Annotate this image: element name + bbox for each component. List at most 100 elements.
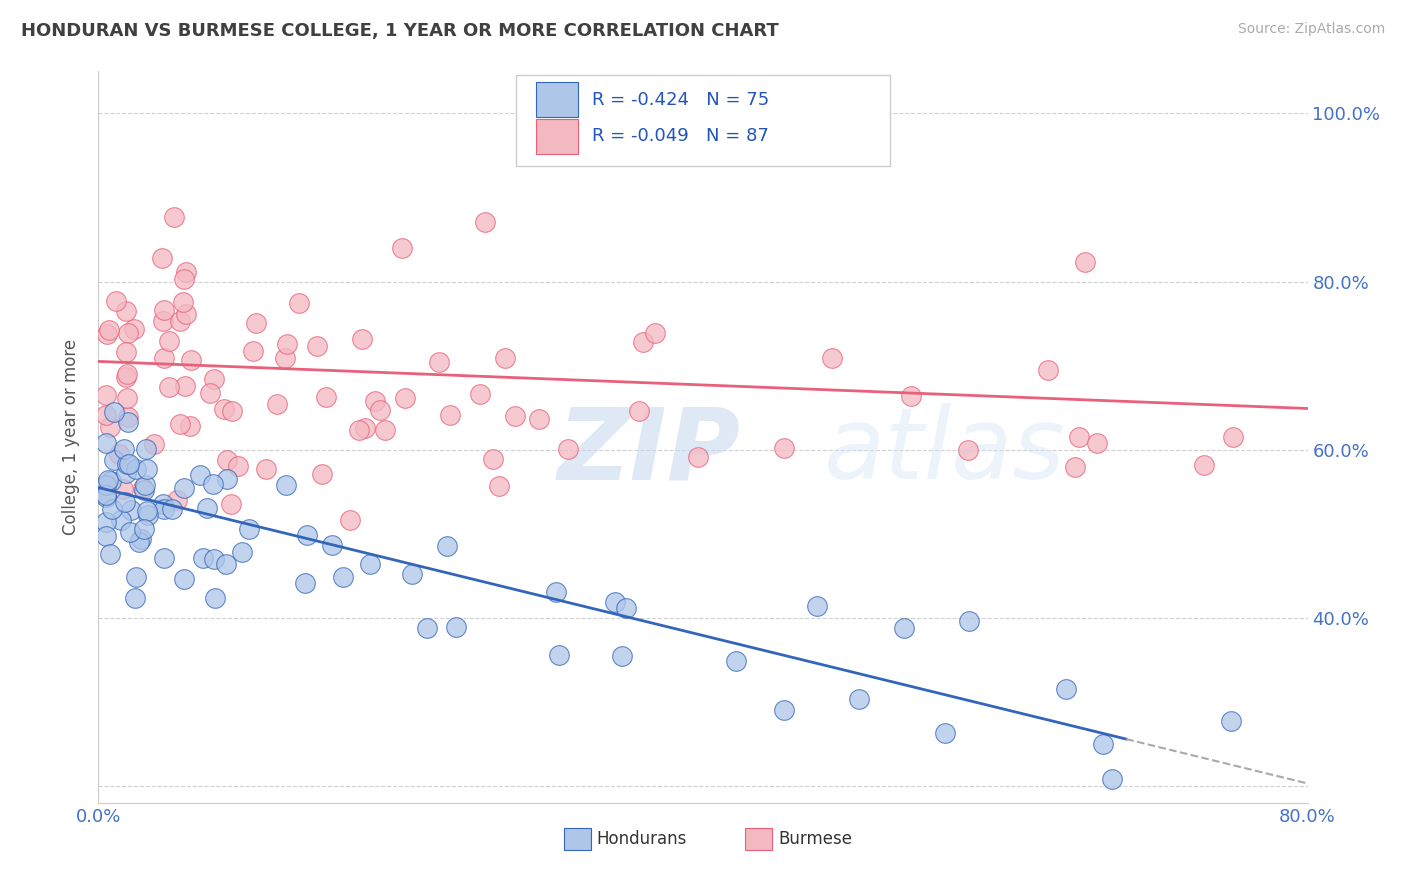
Point xyxy=(391,242,413,256)
Point xyxy=(488,479,510,493)
Point xyxy=(821,351,844,366)
Point xyxy=(173,481,195,495)
Point xyxy=(174,307,197,321)
Point xyxy=(169,417,191,432)
Point xyxy=(152,314,174,328)
Point xyxy=(773,703,796,717)
Point xyxy=(100,474,122,488)
Point xyxy=(359,557,381,571)
Point xyxy=(439,408,461,422)
Point xyxy=(276,337,298,351)
Point xyxy=(494,351,516,365)
Point xyxy=(848,692,870,706)
Bar xyxy=(745,829,772,850)
Point xyxy=(150,251,173,265)
Point xyxy=(546,585,568,599)
Point xyxy=(124,591,146,606)
Point xyxy=(173,271,195,285)
Point xyxy=(114,495,136,509)
Point xyxy=(153,303,176,318)
Point xyxy=(226,459,249,474)
Point xyxy=(202,552,225,566)
Point xyxy=(195,501,218,516)
Point xyxy=(364,394,387,409)
Point xyxy=(527,412,550,426)
Point xyxy=(135,442,157,456)
Point xyxy=(152,497,174,511)
Point xyxy=(94,529,117,543)
Bar xyxy=(564,829,591,850)
Point xyxy=(112,442,135,457)
FancyBboxPatch shape xyxy=(516,75,890,167)
Point xyxy=(111,482,134,496)
Point xyxy=(353,421,375,435)
Point xyxy=(1101,772,1123,787)
Text: R = -0.424   N = 75: R = -0.424 N = 75 xyxy=(592,91,769,109)
Point xyxy=(160,501,183,516)
Point xyxy=(204,372,226,386)
Point xyxy=(332,570,354,584)
Point xyxy=(219,497,242,511)
Point xyxy=(221,403,243,417)
Point xyxy=(117,326,139,340)
Text: ZIP: ZIP xyxy=(558,403,741,500)
Point xyxy=(900,389,922,403)
Point xyxy=(107,447,129,461)
Point xyxy=(118,457,141,471)
Point xyxy=(274,351,297,366)
Point xyxy=(297,528,319,542)
Point xyxy=(166,493,188,508)
Point xyxy=(110,513,132,527)
Point xyxy=(274,478,297,492)
Point xyxy=(416,621,439,635)
Point xyxy=(98,420,121,434)
Point xyxy=(893,621,915,635)
Point xyxy=(242,344,264,359)
Point xyxy=(115,370,138,384)
Text: Burmese: Burmese xyxy=(778,830,852,848)
Point xyxy=(557,442,579,457)
Point xyxy=(157,380,180,394)
Point xyxy=(153,351,176,366)
Bar xyxy=(536,119,578,154)
Point xyxy=(288,295,311,310)
Point xyxy=(266,397,288,411)
Point xyxy=(132,483,155,497)
Point xyxy=(115,304,138,318)
Point xyxy=(103,405,125,419)
Point xyxy=(114,344,136,359)
Point xyxy=(157,334,180,349)
Point xyxy=(350,332,373,346)
Point xyxy=(436,539,458,553)
Point xyxy=(117,415,139,429)
Point xyxy=(254,462,277,476)
Point xyxy=(198,386,221,401)
Point xyxy=(94,487,117,501)
Point xyxy=(627,404,650,418)
Point xyxy=(120,502,142,516)
Point xyxy=(238,522,260,536)
Y-axis label: College, 1 year or more: College, 1 year or more xyxy=(62,339,80,535)
Point xyxy=(339,513,361,527)
Point xyxy=(468,387,491,401)
Point xyxy=(118,524,141,539)
Point xyxy=(245,316,267,330)
Point xyxy=(212,401,235,416)
Point xyxy=(686,450,709,465)
Point xyxy=(125,570,148,584)
Point xyxy=(117,391,139,405)
Point xyxy=(180,353,202,368)
Point xyxy=(505,409,527,424)
Point xyxy=(217,472,239,486)
Point xyxy=(631,334,654,349)
Point xyxy=(201,476,224,491)
Point xyxy=(153,502,176,516)
Point xyxy=(347,423,370,437)
Point xyxy=(173,572,195,586)
Point xyxy=(311,467,333,482)
Point xyxy=(122,322,145,336)
Point xyxy=(614,601,637,615)
Point xyxy=(169,314,191,328)
Point xyxy=(115,466,138,480)
Point xyxy=(401,567,423,582)
